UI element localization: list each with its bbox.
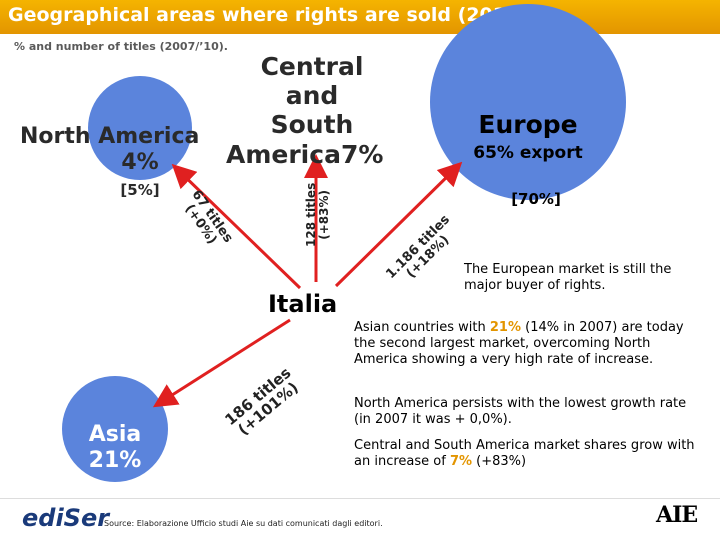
europe-previous-share: [70%] xyxy=(511,190,561,208)
note-asia: Asian countries with 21% (14% in 2007) a… xyxy=(354,320,694,368)
north-america-share: 4% xyxy=(121,150,159,175)
asia-bubble xyxy=(62,376,168,482)
note-asia-text-b: (14% in 2007) are today the second large… xyxy=(354,320,684,367)
ediser-logo: ediSer xyxy=(22,504,110,532)
note-europe: The European market is still the major b… xyxy=(464,262,672,293)
csa-line-3: South xyxy=(270,110,354,139)
note-asia-text-a: Asian countries with xyxy=(354,320,490,335)
arrow-to-asia xyxy=(152,318,291,408)
csa-growth: (+83%) xyxy=(317,190,331,240)
note-north-america: North America persists with the lowest g… xyxy=(354,396,687,427)
north-america-previous-share: [5%] xyxy=(120,181,160,199)
footer-divider xyxy=(0,498,720,499)
asia-label: Asia xyxy=(88,422,142,447)
central-south-america-label: Central and South xyxy=(250,52,374,139)
csa-line-2: and xyxy=(285,81,339,110)
csa-flow-label: 128 titles (+83%) xyxy=(304,183,331,247)
asia-share: 21% xyxy=(88,448,142,473)
note-csa-highlight: 7% xyxy=(449,454,473,469)
note-csa-text-a: Central and South America market shares … xyxy=(354,438,695,469)
source-note: Source: Elaborazione Ufficio studi Aie s… xyxy=(104,519,383,528)
north-america-bubble xyxy=(88,76,192,180)
center-label-italia: Italia xyxy=(268,290,338,318)
europe-label: Europe xyxy=(478,110,578,139)
note-asia-highlight: 21% xyxy=(489,320,521,335)
north-america-label: North America xyxy=(20,124,200,149)
aie-logo: AIE xyxy=(656,502,698,528)
arrow-to-north-america xyxy=(171,163,302,290)
title-bar: Geographical areas where rights are sold… xyxy=(0,0,720,34)
note-central-south-america: Central and South America market shares … xyxy=(354,438,704,470)
europe-bubble xyxy=(430,4,626,200)
page-subtitle: % and number of titles (2007/’10). xyxy=(14,40,228,53)
europe-share: 65% export xyxy=(473,143,583,163)
arrow-to-europe xyxy=(334,161,463,288)
csa-line-4: America7% xyxy=(226,140,384,169)
note-csa-text-b: (+83%) xyxy=(472,454,527,469)
page-title: Geographical areas where rights are sold… xyxy=(8,4,536,26)
csa-line-1: Central xyxy=(260,52,364,81)
